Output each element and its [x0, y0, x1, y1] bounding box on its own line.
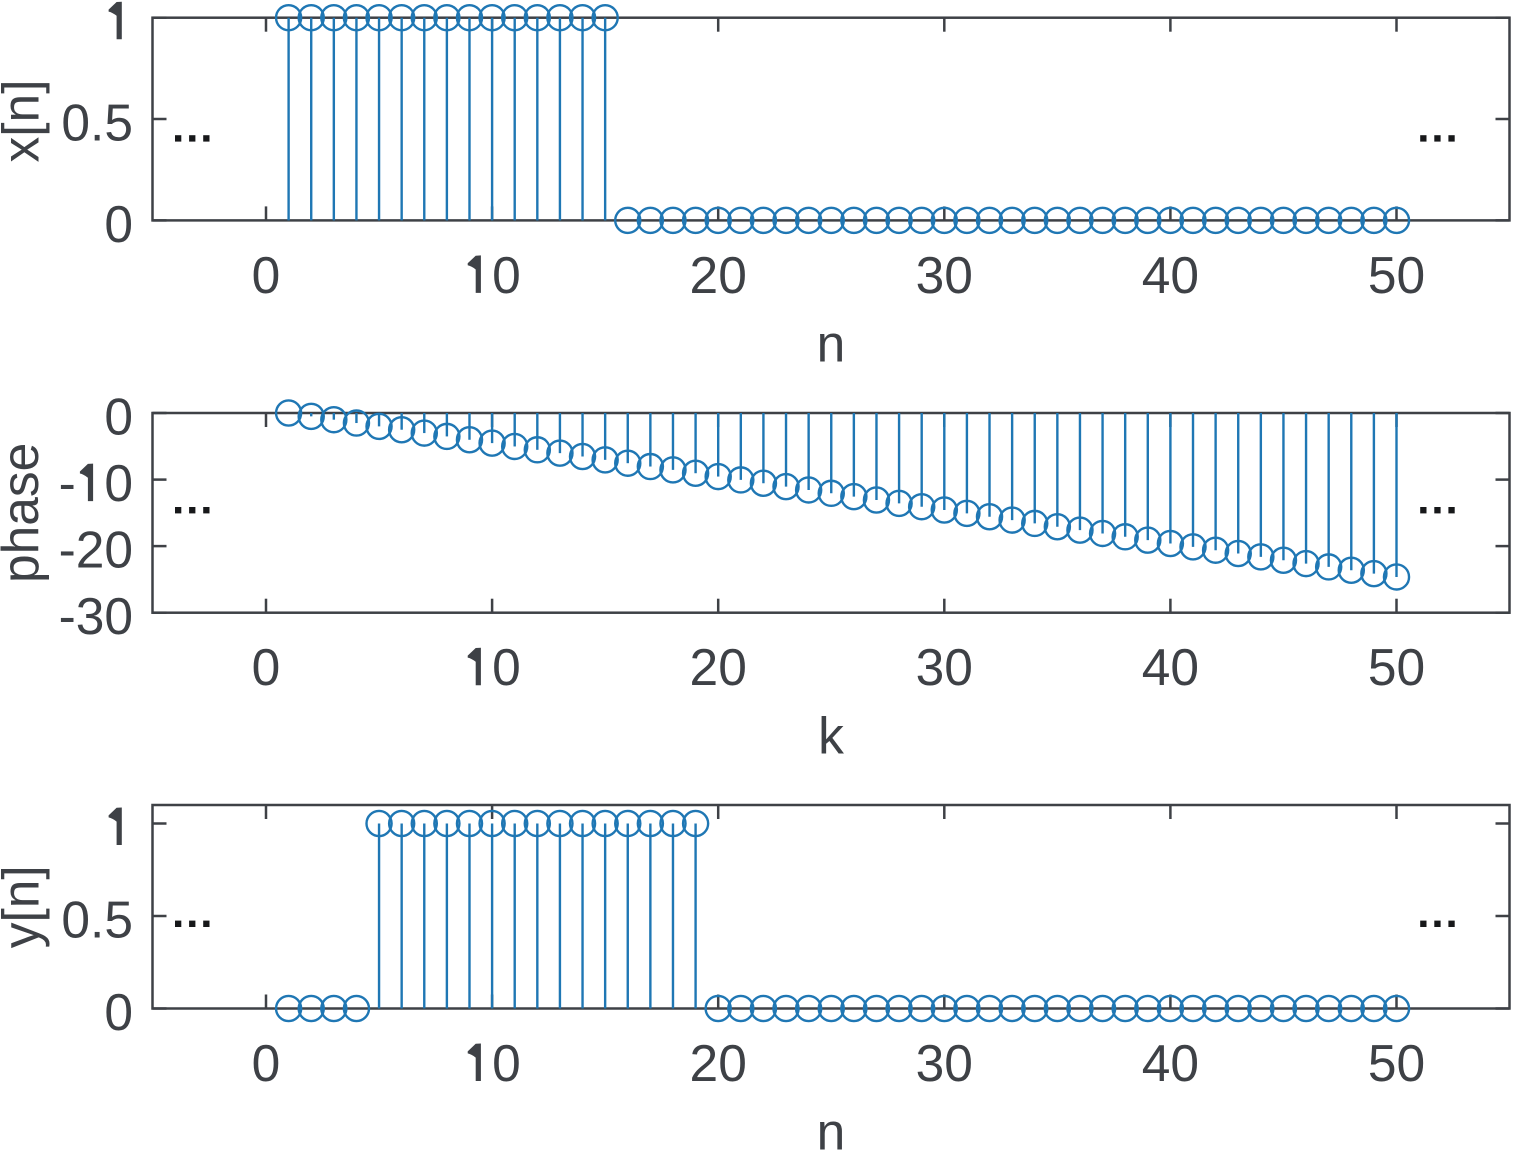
svg-text:50: 50: [1368, 246, 1425, 304]
svg-text:0: 0: [252, 1034, 281, 1092]
svg-text:30: 30: [916, 246, 973, 304]
svg-text:-30: -30: [59, 587, 133, 645]
svg-text:0: 0: [252, 638, 281, 696]
svg-text:0: 0: [104, 195, 133, 253]
svg-text:0: 0: [492, 246, 521, 304]
svg-text:n: n: [817, 314, 846, 372]
svg-text:30: 30: [916, 1034, 973, 1092]
svg-text:50: 50: [1368, 1034, 1425, 1092]
svg-text:0: 0: [104, 388, 133, 446]
svg-text:0.5: 0.5: [61, 94, 133, 152]
svg-text:0: 0: [104, 454, 133, 512]
svg-text:k: k: [818, 707, 844, 765]
svg-text:0.5: 0.5: [61, 891, 133, 949]
svg-text:0: 0: [492, 638, 521, 696]
svg-text:40: 40: [1142, 246, 1199, 304]
svg-text:x[n]: x[n]: [0, 79, 50, 162]
svg-text:0: 0: [492, 1034, 521, 1092]
svg-text:y[n]: y[n]: [0, 865, 50, 948]
svg-text:40: 40: [1142, 638, 1199, 696]
svg-text:20: 20: [690, 246, 747, 304]
svg-text:40: 40: [1142, 1034, 1199, 1092]
svg-text:phase: phase: [0, 443, 49, 583]
svg-text:0: 0: [252, 246, 281, 304]
svg-text:50: 50: [1368, 638, 1425, 696]
svg-text:-20: -20: [59, 521, 133, 579]
svg-text:-: -: [59, 454, 76, 512]
svg-text:20: 20: [690, 638, 747, 696]
svg-text:n: n: [817, 1103, 846, 1150]
svg-text:20: 20: [690, 1034, 747, 1092]
svg-text:30: 30: [916, 638, 973, 696]
svg-text:0: 0: [104, 983, 133, 1041]
